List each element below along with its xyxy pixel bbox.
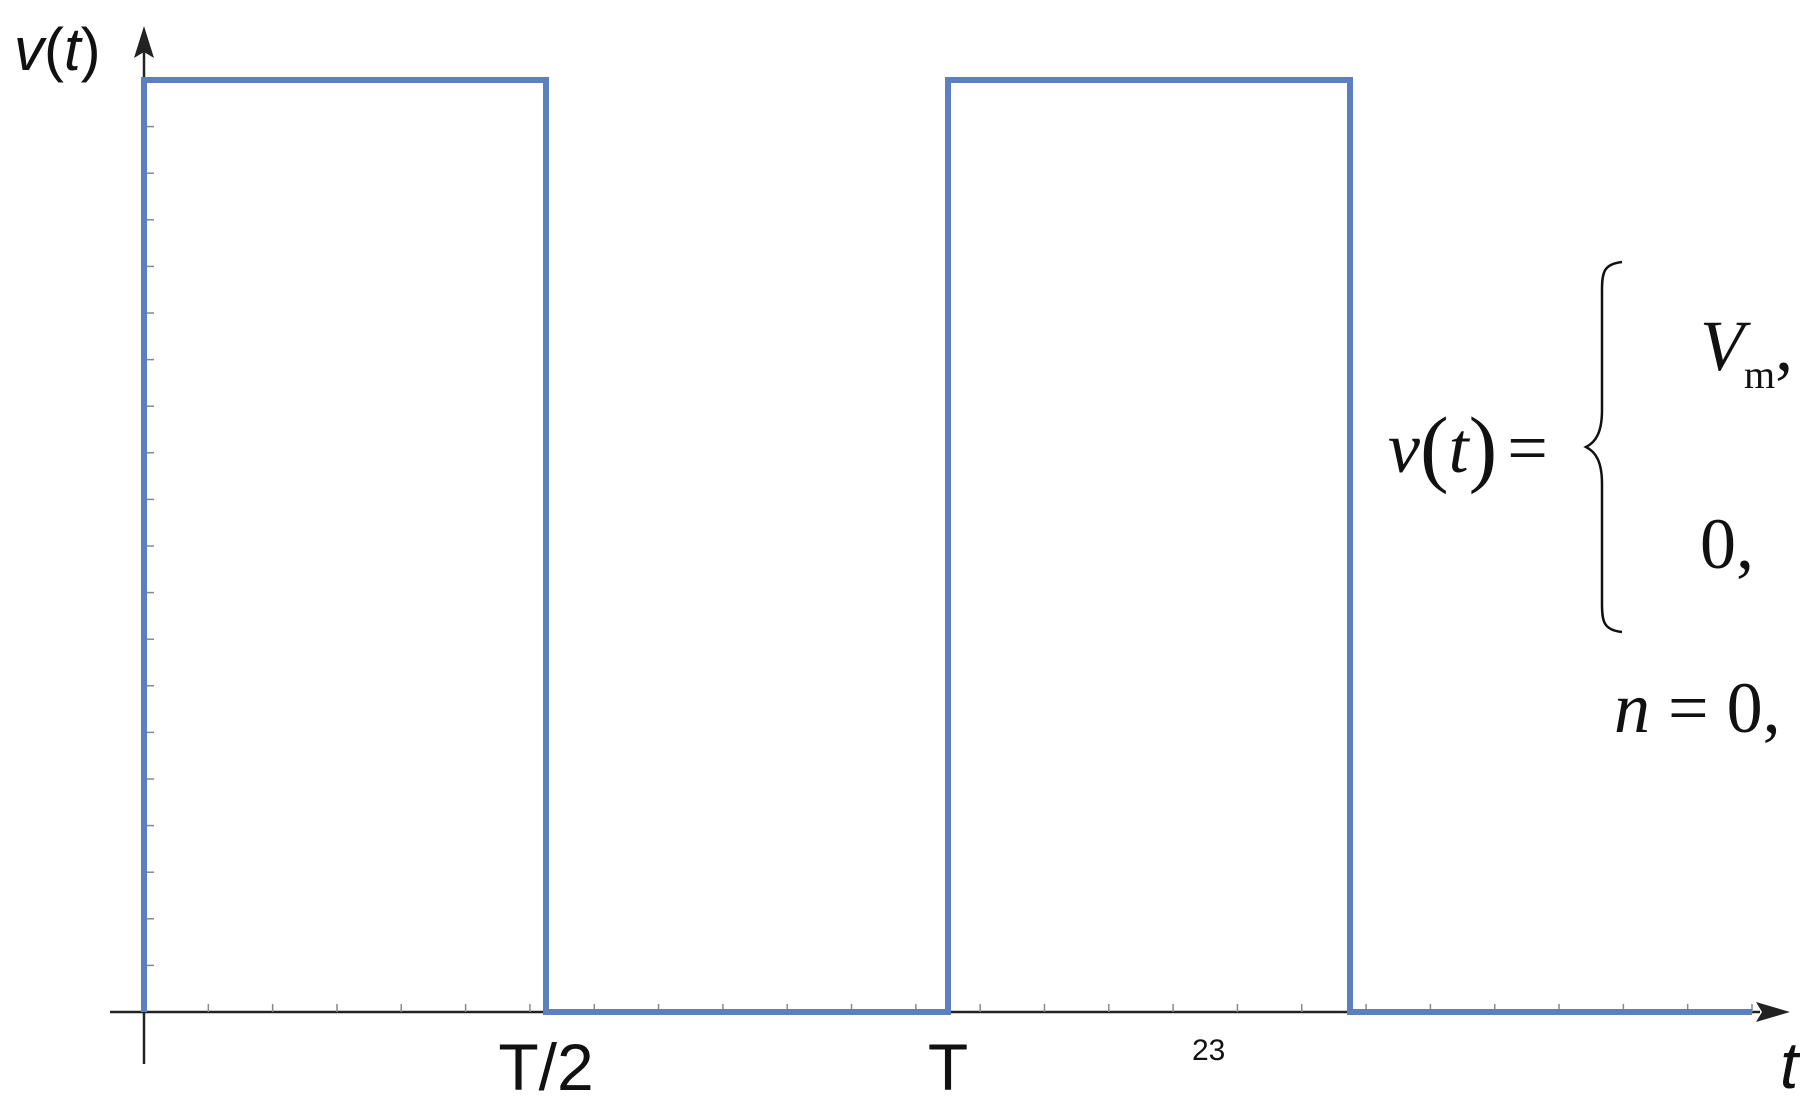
case2-value: 0, <box>1700 504 1754 584</box>
series-layer <box>144 80 1752 1012</box>
piecewise-formula: v(t) = Vm, 0, n = 0, <box>1388 262 1793 748</box>
x-axis-arrow <box>1756 1002 1790 1022</box>
case1-value: Vm, <box>1700 306 1793 397</box>
series-line-0 <box>144 80 1752 1012</box>
x-axis-label: t <box>1780 1028 1800 1096</box>
curly-brace <box>1586 262 1622 632</box>
formula-lhs: v(t) = <box>1388 399 1548 495</box>
y-axis-label: v(t) <box>14 16 101 83</box>
page-number: 23 <box>1192 1034 1225 1067</box>
n-condition: n = 0, <box>1614 668 1781 748</box>
x-tick-label: T <box>928 1030 968 1096</box>
tick-labels: T/2 T <box>498 1030 968 1096</box>
x-tick-label: T/2 <box>498 1030 593 1096</box>
